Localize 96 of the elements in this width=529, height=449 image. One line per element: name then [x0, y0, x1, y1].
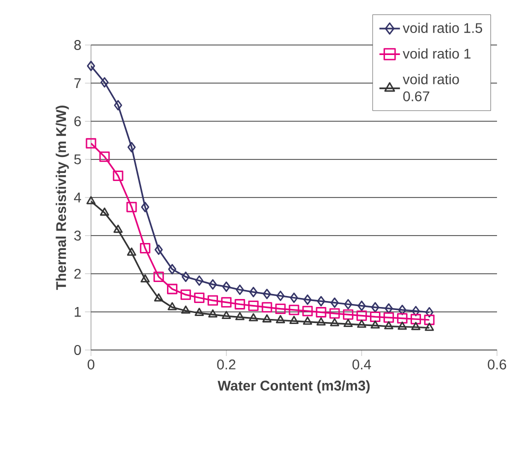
legend-label: void ratio 1: [402, 48, 470, 59]
point: [222, 310, 231, 320]
point: [370, 312, 380, 322]
point: [275, 304, 286, 314]
x-axis-title: Water Content (m3/m3): [218, 380, 370, 394]
point: [290, 292, 298, 303]
point: [222, 282, 230, 292]
y-tick-label: 5: [74, 154, 81, 164]
point: [289, 316, 299, 324]
point: [316, 317, 326, 326]
point: [276, 290, 285, 302]
point: [316, 307, 326, 318]
point: [113, 224, 123, 233]
point: [141, 202, 150, 212]
point: [424, 314, 435, 326]
x-tick-label: 0: [88, 360, 94, 370]
x-tick-label: 0.2: [217, 360, 236, 370]
point: [329, 308, 340, 319]
point: [194, 292, 204, 303]
point: [411, 322, 420, 330]
point: [303, 294, 312, 305]
point: [181, 306, 190, 314]
y-tick-label: 6: [74, 116, 81, 126]
y-tick-label: 3: [74, 230, 81, 241]
point: [262, 302, 272, 312]
point: [330, 318, 340, 326]
point: [425, 307, 434, 318]
point: [398, 322, 407, 330]
legend-label: void ratio 0.67: [402, 74, 459, 102]
point: [140, 243, 150, 254]
point: [424, 322, 434, 331]
point: [248, 300, 259, 311]
point: [248, 313, 258, 322]
point: [276, 315, 286, 324]
point: [168, 264, 176, 274]
point: [140, 274, 150, 282]
point: [221, 297, 232, 308]
point: [398, 304, 406, 316]
point: [356, 310, 367, 321]
point: [126, 202, 137, 212]
point: [316, 296, 326, 306]
x-tick-label: 0.6: [488, 360, 506, 370]
point: [302, 306, 313, 316]
point: [86, 60, 96, 72]
point: [357, 320, 366, 328]
point: [208, 279, 217, 290]
point: [235, 312, 244, 320]
point: [86, 196, 96, 204]
point: [100, 77, 109, 88]
point: [358, 300, 366, 311]
y-axis-title: Thermal Resistivity (m K/W): [56, 106, 69, 290]
point: [397, 313, 408, 324]
point: [128, 142, 136, 152]
y-tick-label: 0: [74, 345, 81, 355]
point: [182, 272, 190, 282]
point: [153, 272, 164, 282]
point: [154, 244, 163, 255]
point: [302, 316, 312, 325]
point: [112, 170, 124, 181]
point: [194, 308, 204, 316]
point: [330, 298, 339, 308]
point: [344, 318, 353, 328]
point: [262, 288, 272, 300]
point: [371, 302, 380, 312]
point: [410, 314, 422, 324]
legend-label: void ratio 1.5: [402, 22, 482, 33]
point: [344, 299, 352, 310]
point: [195, 275, 204, 286]
point: [100, 208, 110, 216]
point: [342, 309, 354, 320]
y-tick-label: 1: [74, 307, 81, 317]
point: [167, 284, 178, 294]
point: [384, 303, 393, 314]
y-tick-label: 7: [74, 78, 81, 88]
point: [249, 286, 258, 298]
point: [236, 284, 244, 295]
point: [180, 290, 191, 300]
point: [262, 314, 272, 322]
x-tick-label: 0.4: [352, 360, 371, 370]
point: [86, 138, 96, 149]
point: [384, 312, 394, 323]
y-tick-label: 8: [74, 40, 81, 50]
y-tick-label: 2: [74, 268, 81, 279]
point: [168, 302, 177, 310]
point: [234, 299, 246, 310]
point: [127, 248, 136, 256]
point: [99, 152, 110, 162]
point: [412, 306, 420, 316]
point: [114, 100, 122, 110]
point: [208, 309, 218, 318]
point: [370, 320, 380, 329]
point: [208, 295, 218, 306]
y-tick-label: 4: [74, 192, 82, 202]
point: [288, 304, 300, 316]
point: [154, 293, 164, 302]
point: [384, 321, 394, 330]
